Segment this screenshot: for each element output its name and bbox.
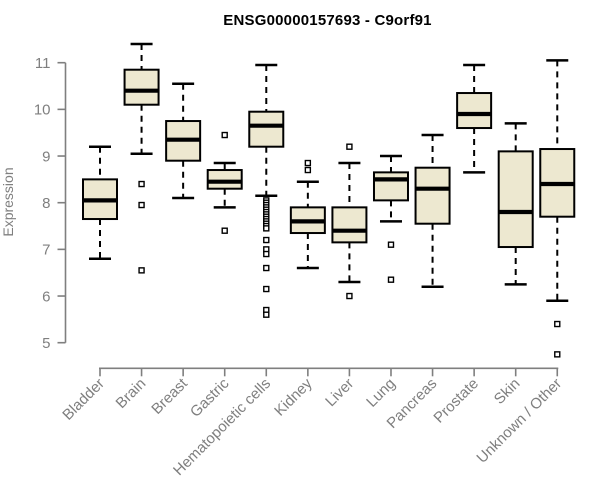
outlier-point xyxy=(387,276,395,283)
iqr-box xyxy=(331,206,368,244)
iqr-box xyxy=(497,150,534,249)
outlier-point xyxy=(346,292,353,300)
box-group-lung xyxy=(372,154,409,283)
x-tick-label-10: Skin xyxy=(491,375,524,408)
box-group-liver xyxy=(331,143,368,300)
iqr-box xyxy=(372,171,409,202)
outlier-point xyxy=(263,250,270,258)
outlier-point xyxy=(554,351,561,358)
x-tick-label-6: Liver xyxy=(322,375,357,410)
outlier-point xyxy=(221,131,228,139)
outlier-point xyxy=(387,241,395,248)
y-tick-label-11: 11 xyxy=(35,55,51,72)
outlier-point xyxy=(221,227,228,234)
outlier-point xyxy=(263,264,270,272)
outlier-point xyxy=(263,236,270,244)
box-group-unknown-other xyxy=(539,59,576,358)
box-group-prostate xyxy=(456,63,493,174)
outlier-point xyxy=(554,320,561,328)
outlier-point xyxy=(263,225,270,232)
y-tick-label-8: 8 xyxy=(42,195,50,212)
y-tick-label-7: 7 xyxy=(42,242,50,259)
box-group-kidney xyxy=(289,159,326,270)
outlier-point xyxy=(346,143,353,150)
iqr-box xyxy=(456,92,493,130)
outlier-point xyxy=(263,285,270,293)
box-group-pancreas xyxy=(414,133,451,288)
outlier-point xyxy=(138,180,145,188)
box-group-breast xyxy=(165,82,202,200)
box-group-bladder xyxy=(82,145,118,260)
x-tick-label-7: Lung xyxy=(363,375,399,411)
iqr-box xyxy=(414,166,451,225)
iqr-box xyxy=(248,110,285,148)
chart-title: ENSG00000157693 - C9orf91 xyxy=(223,12,432,29)
x-tick-label-1: Brain xyxy=(113,375,150,412)
box-group-skin xyxy=(497,122,534,286)
y-tick-label-10: 10 xyxy=(34,102,51,119)
box-group-brain xyxy=(123,42,160,274)
outlier-point xyxy=(304,166,312,174)
x-tick-label-0: Bladder xyxy=(59,375,108,424)
iqr-box xyxy=(206,169,243,190)
iqr-box xyxy=(123,68,160,106)
x-tick-label-9: Prostate xyxy=(430,375,482,427)
x-tick-label-2: Breast xyxy=(148,375,191,418)
box-group-gastric xyxy=(206,131,243,234)
outlier-point xyxy=(263,311,270,318)
y-tick-label-5: 5 xyxy=(42,335,50,352)
y-tick-label-6: 6 xyxy=(42,288,50,305)
outlier-point xyxy=(304,159,312,167)
x-tick-label-5: Kidney xyxy=(271,375,316,420)
outlier-point xyxy=(138,267,145,274)
outlier-point xyxy=(138,201,145,209)
y-tick-label-9: 9 xyxy=(42,148,50,165)
box-group-hematopoietic-cells xyxy=(248,63,285,318)
